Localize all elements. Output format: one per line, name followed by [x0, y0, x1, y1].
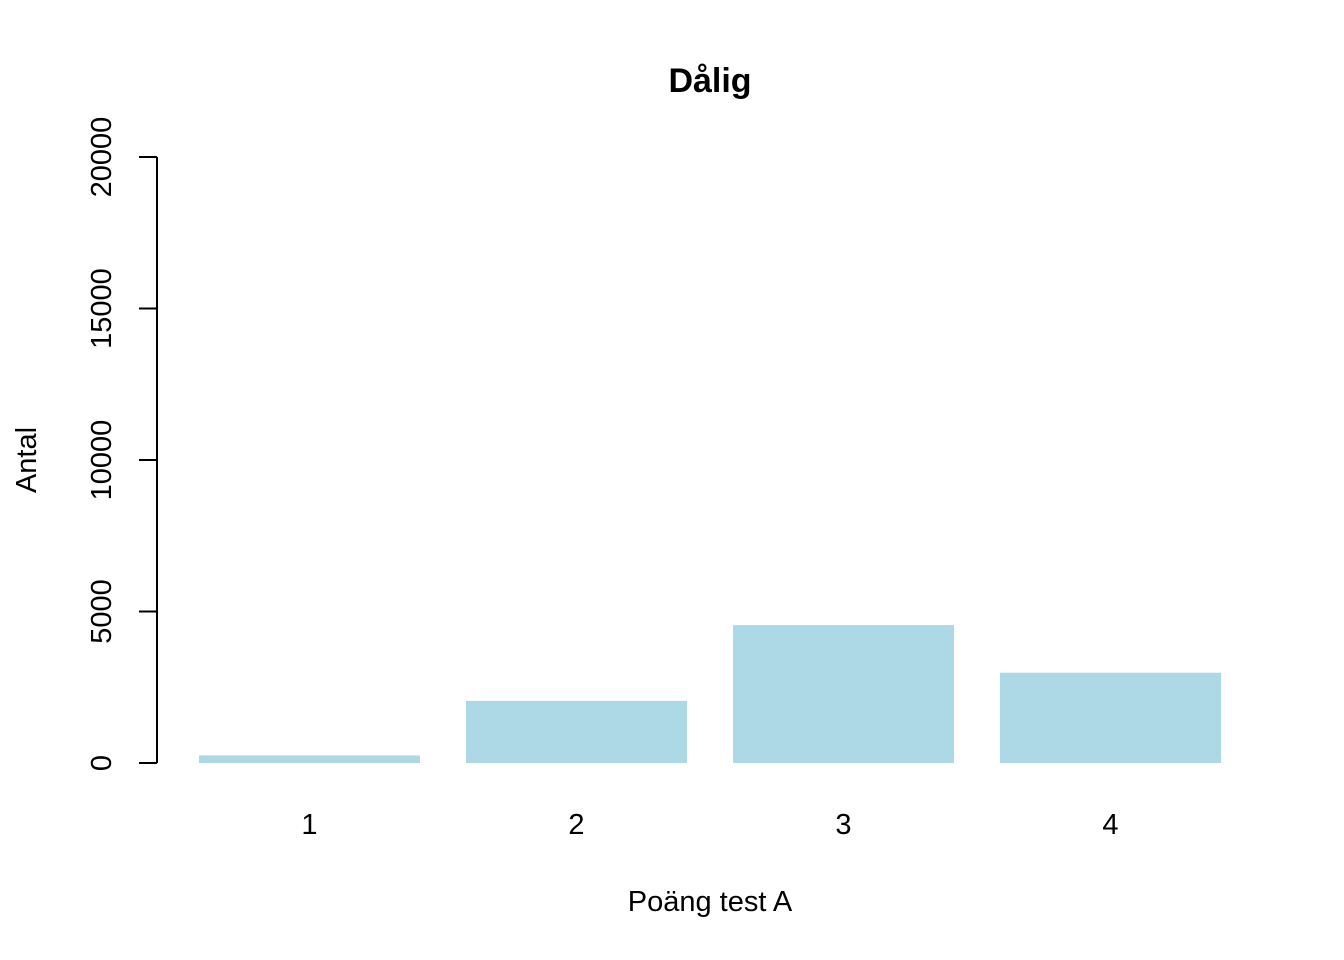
bar-4 [1000, 672, 1221, 763]
y-tick-label: 15000 [86, 268, 118, 349]
y-tick-label: 20000 [86, 117, 118, 198]
y-axis: 0 5000 10000 15000 20000 [86, 117, 158, 771]
x-tick-label: 2 [568, 809, 584, 841]
x-tick-labels: 1 2 3 4 [301, 809, 1118, 841]
bar-1 [199, 755, 420, 763]
bars-group [199, 625, 1221, 763]
y-axis-label: Antal [11, 427, 43, 493]
y-tick-label: 10000 [86, 420, 118, 501]
x-tick-label: 4 [1102, 809, 1118, 841]
bar-3 [733, 625, 954, 763]
chart-title: Dålig [668, 62, 751, 100]
y-tick-label: 5000 [86, 579, 118, 644]
bar-2 [466, 700, 687, 763]
x-axis-label: Poäng test A [628, 886, 793, 918]
y-tick-label: 0 [86, 755, 118, 771]
x-tick-label: 3 [835, 809, 851, 841]
x-tick-label: 1 [301, 809, 317, 841]
